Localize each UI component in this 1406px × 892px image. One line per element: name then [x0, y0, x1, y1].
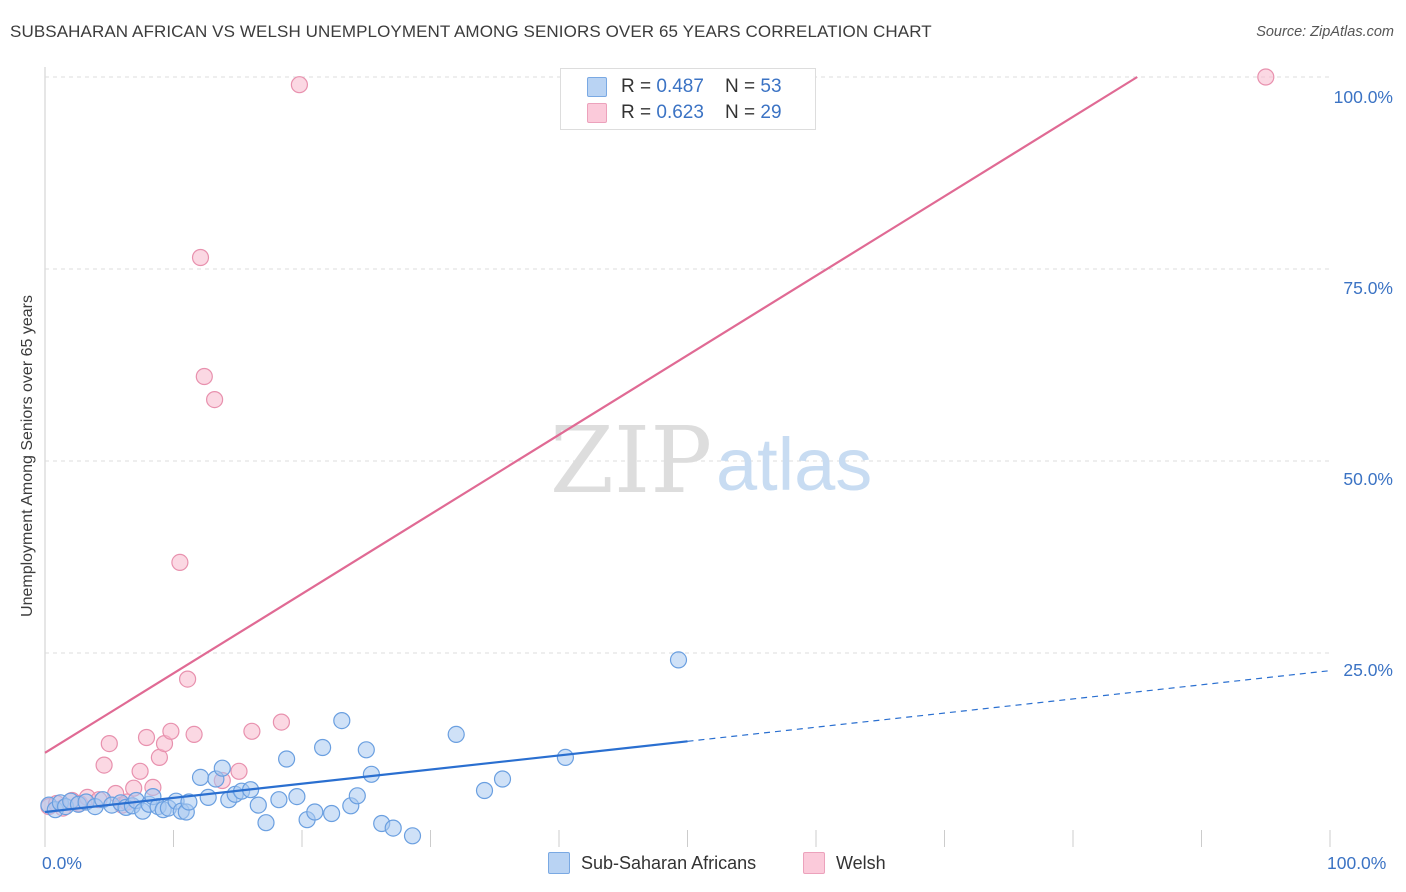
- legend-label: Sub-Saharan Africans: [581, 853, 757, 873]
- watermark: ZIP atlas: [550, 407, 872, 514]
- data-point-subsaharan: [333, 711, 351, 730]
- data-point-welsh: [100, 734, 118, 753]
- data-point-subsaharan: [199, 788, 217, 807]
- correlation-legend: R = 0.487 N = 53 R = 0.623 N = 29: [560, 68, 816, 130]
- trend-line-subsaharan-extrapolated: [687, 670, 1331, 742]
- data-point-subsaharan: [475, 781, 494, 800]
- y-tick-100: 100.0%: [1333, 87, 1393, 107]
- legend-swatch-blue: [548, 852, 570, 874]
- trend-line-welsh: [44, 76, 1138, 754]
- legend-swatch-pink: [587, 103, 607, 123]
- data-point-subsaharan: [447, 725, 465, 744]
- data-point-subsaharan: [180, 793, 198, 811]
- watermark-atlas: atlas: [716, 423, 872, 506]
- data-point-subsaharan: [493, 770, 512, 788]
- legend-n-value: 29: [760, 102, 782, 123]
- data-point-welsh: [162, 722, 180, 740]
- data-point-welsh: [243, 722, 261, 740]
- data-point-welsh: [137, 728, 156, 747]
- data-point-subsaharan: [257, 814, 275, 832]
- data-point-subsaharan: [556, 748, 575, 767]
- data-point-subsaharan: [288, 787, 306, 806]
- data-point-welsh: [179, 670, 197, 688]
- data-point-subsaharan: [306, 803, 324, 821]
- data-point-subsaharan: [323, 804, 341, 823]
- data-point-welsh: [191, 248, 210, 267]
- data-point-welsh: [131, 762, 149, 780]
- data-point-welsh: [290, 76, 308, 94]
- data-point-subsaharan: [348, 787, 366, 805]
- legend-r-value: 0.487: [656, 76, 704, 97]
- data-point-subsaharan: [362, 765, 380, 783]
- data-point-welsh: [206, 391, 224, 409]
- legend-r-value: 0.623: [656, 102, 704, 123]
- x-tick-100: 100.0%: [1327, 853, 1387, 873]
- data-point-subsaharan: [191, 768, 210, 787]
- chart-title: SUBSAHARAN AFRICAN VS WELSH UNEMPLOYMENT…: [10, 22, 932, 41]
- data-point-subsaharan: [669, 651, 688, 669]
- data-point-subsaharan: [384, 819, 402, 837]
- watermark-zip: ZIP: [550, 407, 712, 514]
- data-point-subsaharan: [270, 791, 288, 809]
- data-point-welsh: [171, 553, 189, 572]
- data-point-welsh: [230, 762, 248, 780]
- y-tick-25: 25.0%: [1343, 660, 1393, 680]
- data-point-welsh: [272, 713, 290, 731]
- data-point-subsaharan: [357, 741, 375, 759]
- data-point-welsh: [195, 367, 213, 386]
- legend-r-label: R =: [621, 76, 657, 97]
- legend-n-label: N =: [725, 102, 761, 123]
- data-point-welsh: [185, 725, 203, 744]
- y-tick-75: 75.0%: [1343, 278, 1393, 298]
- legend-n-label: N =: [725, 76, 761, 97]
- source-label: Source: ZipAtlas.com: [1256, 24, 1394, 40]
- data-point-subsaharan: [213, 759, 231, 777]
- data-point-welsh: [1257, 68, 1275, 86]
- legend-n-value: 53: [760, 76, 782, 97]
- trend-line-subsaharan: [44, 740, 688, 814]
- legend-swatch-blue: [587, 77, 607, 97]
- x-tick-0: 0.0%: [42, 853, 82, 873]
- legend-r-label: R =: [621, 102, 657, 123]
- data-point-subsaharan: [249, 796, 267, 814]
- y-tick-50: 50.0%: [1343, 469, 1393, 489]
- data-point-subsaharan: [278, 750, 296, 768]
- data-point-subsaharan: [314, 738, 332, 757]
- trend-lines: [44, 76, 1331, 814]
- data-point-welsh: [95, 756, 113, 774]
- data-point-subsaharan: [403, 827, 422, 845]
- legend-swatch-pink: [803, 852, 825, 874]
- legend-label: Welsh: [836, 853, 886, 873]
